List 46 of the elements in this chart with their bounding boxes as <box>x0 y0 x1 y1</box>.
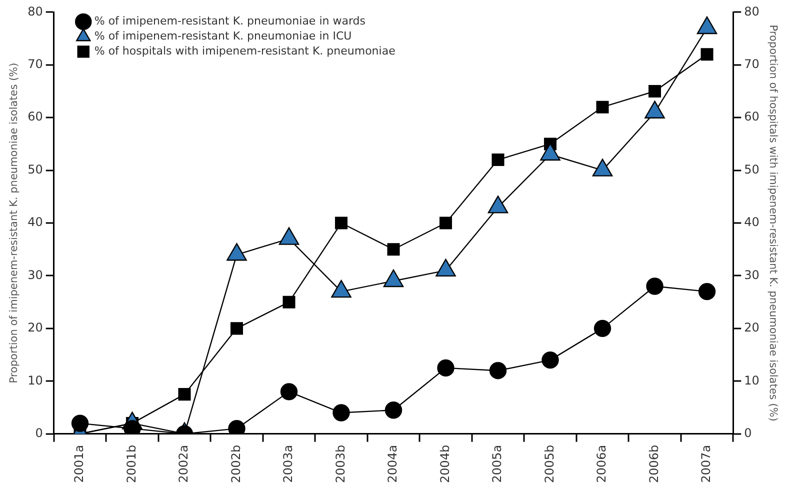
x-tick-label: 2006b <box>646 444 661 483</box>
y2-tick-label: 40 <box>744 215 760 230</box>
x-tick-label: 2007a <box>699 444 714 483</box>
y2-tick-label: 70 <box>744 57 760 72</box>
x-tick-label: 2001a <box>72 444 86 483</box>
y2-tick-label: 10 <box>744 373 760 388</box>
y-tick-label: 80 <box>28 4 43 18</box>
point <box>439 216 452 230</box>
legend-label: % of hospitals with imipenem-resistant K. pneumoniae <box>94 44 396 58</box>
y2-axis-title: Proportion of hospitals with imipenem-resistant K. pneumoniae isolates (%) <box>766 24 779 422</box>
y2-tick-label: 30 <box>744 268 760 282</box>
x-tick-label: 2003b <box>333 444 348 483</box>
y-tick-label: 30 <box>28 268 43 282</box>
y2-tick-label: 80 <box>744 4 760 18</box>
point <box>648 85 662 98</box>
y-tick-label: 10 <box>28 373 43 388</box>
point <box>178 388 191 401</box>
y-tick-label: 70 <box>28 57 43 72</box>
point <box>282 296 296 308</box>
legend-label: % of imipenem-resistant K. pneumoniae in wards <box>94 14 366 28</box>
x-tick-label: 2005b <box>542 444 556 483</box>
point <box>492 154 504 166</box>
y-tick-label: 60 <box>28 110 43 124</box>
x-tick-label: 2003a <box>281 444 296 483</box>
y2-tick-label: 60 <box>744 110 760 124</box>
point <box>700 48 714 61</box>
point <box>387 243 400 256</box>
y2-tick-label: 20 <box>744 320 760 335</box>
y-tick-label: 20 <box>28 320 43 335</box>
x-tick-label: 2006a <box>594 444 609 483</box>
point <box>230 322 244 335</box>
point <box>334 216 348 230</box>
y2-tick-label: 0 <box>744 426 752 440</box>
y-tick-label: 40 <box>28 215 43 230</box>
x-tick-label: 2005a <box>490 444 504 483</box>
x-tick-label: 2004a <box>386 444 400 483</box>
y-tick-label: 50 <box>28 162 43 176</box>
y2-tick-label: 50 <box>744 162 760 176</box>
x-tick-label: 2001b <box>124 444 138 483</box>
x-tick-label: 2002a <box>176 444 191 483</box>
y-axis-title: Proportion of imipenem-resistant K. pneumoniae isolates (%) <box>8 62 20 384</box>
point <box>596 100 609 114</box>
x-tick-label: 2002b <box>228 444 243 483</box>
legend-label: % of imipenem-resistant K. pneumoniae in ICU <box>94 30 352 43</box>
y-tick-label: 0 <box>35 426 43 440</box>
x-tick-label: 2004b <box>438 444 452 483</box>
